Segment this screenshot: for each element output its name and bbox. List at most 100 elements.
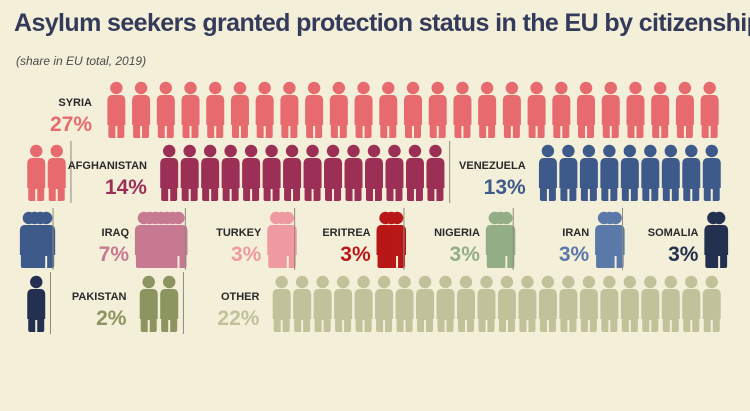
afghanistan-person — [262, 144, 281, 201]
afghanistan-person — [303, 144, 322, 201]
syria-person — [700, 81, 719, 138]
pakistan-person — [160, 275, 179, 332]
syria-person — [626, 81, 645, 138]
syria-person — [181, 81, 200, 138]
syria-person — [255, 81, 274, 138]
syria-person — [329, 81, 348, 138]
venezuela-person — [600, 144, 619, 201]
syria-person — [651, 81, 670, 138]
somalia-person — [710, 211, 729, 268]
syria-person — [601, 81, 620, 138]
afghanistan-label: AFGHANISTAN — [68, 160, 147, 172]
syria-person — [453, 81, 472, 138]
somalia-person — [27, 275, 46, 332]
venezuela-person — [702, 144, 721, 201]
syria-person — [379, 81, 398, 138]
iran-label: IRAN — [562, 227, 589, 239]
syria-person — [354, 81, 373, 138]
venezuela-person — [661, 144, 680, 201]
venezuela-person — [579, 144, 598, 201]
other-person — [272, 275, 291, 332]
syria-person — [527, 81, 546, 138]
other-person — [620, 275, 639, 332]
venezuela-label: VENEZUELA — [459, 160, 526, 172]
other-person — [559, 275, 578, 332]
iran-percent: 3% — [559, 243, 590, 266]
venezuela-person — [620, 144, 639, 201]
other-person — [600, 275, 619, 332]
afghanistan-person — [283, 144, 302, 201]
somalia-label: SOMALIA — [648, 227, 699, 239]
eritrea-label: ERITREA — [322, 227, 370, 239]
nigeria-label: NIGERIA — [434, 227, 480, 239]
afghanistan-percent: 14% — [105, 176, 147, 199]
syria-person — [47, 144, 66, 201]
syria-person — [107, 81, 126, 138]
afghanistan-person — [201, 144, 220, 201]
other-person — [313, 275, 332, 332]
other-person — [538, 275, 557, 332]
other-person — [375, 275, 394, 332]
syria-person — [552, 81, 571, 138]
syria-person — [305, 81, 324, 138]
afghanistan-person — [324, 144, 343, 201]
afghanistan-person — [160, 144, 179, 201]
afghanistan-person — [365, 144, 383, 201]
afghanistan-person — [344, 144, 363, 201]
other-person — [477, 275, 496, 332]
afghanistan-person — [180, 144, 199, 201]
pakistan-percent: 2% — [96, 307, 127, 330]
syria-person — [230, 81, 249, 138]
syria-label: SYRIA — [58, 97, 92, 109]
eritrea-person — [388, 211, 407, 268]
other-person — [457, 275, 475, 332]
iraq-label: IRAQ — [102, 227, 130, 239]
other-person — [293, 275, 312, 332]
syria-person — [404, 81, 422, 138]
other-person — [395, 275, 414, 332]
venezuela-person — [538, 144, 557, 201]
venezuela-person — [641, 144, 660, 201]
nigeria-person — [497, 211, 516, 268]
turkey-label: TURKEY — [216, 227, 262, 239]
pakistan-person — [139, 275, 158, 332]
turkey-person — [278, 211, 297, 268]
syria-person — [577, 81, 596, 138]
venezuela-percent: 13% — [484, 176, 526, 199]
iraq-person — [169, 211, 188, 268]
other-person — [682, 275, 701, 332]
chart-subtitle: (share in EU total, 2019) — [16, 54, 147, 68]
turkey-percent: 3% — [231, 243, 262, 266]
afghanistan-person — [385, 144, 404, 201]
syria-person — [156, 81, 175, 138]
syria-person — [206, 81, 225, 138]
other-label: OTHER — [221, 291, 260, 303]
other-person — [436, 275, 455, 332]
chart-title: Asylum seekers granted protection status… — [14, 9, 750, 37]
afghanistan-person — [405, 144, 424, 201]
other-person — [641, 275, 660, 332]
other-person — [497, 275, 516, 332]
syria-person — [280, 81, 299, 138]
syria-person — [428, 81, 447, 138]
nigeria-percent: 3% — [450, 243, 481, 266]
venezuela-person — [37, 211, 56, 268]
other-person — [334, 275, 353, 332]
other-person — [354, 275, 373, 332]
syria-person — [675, 81, 694, 138]
other-person — [661, 275, 680, 332]
pakistan-label: PAKISTAN — [72, 291, 127, 303]
venezuela-person — [682, 144, 701, 201]
other-person — [579, 275, 598, 332]
eritrea-percent: 3% — [340, 243, 371, 266]
venezuela-person — [559, 144, 578, 201]
syria-person — [132, 81, 151, 138]
afghanistan-person — [426, 144, 445, 201]
iran-person — [606, 211, 625, 268]
somalia-percent: 3% — [668, 243, 699, 266]
other-person — [416, 275, 435, 332]
syria-percent: 27% — [50, 113, 92, 136]
afghanistan-person — [242, 144, 261, 201]
syria-person — [478, 81, 497, 138]
